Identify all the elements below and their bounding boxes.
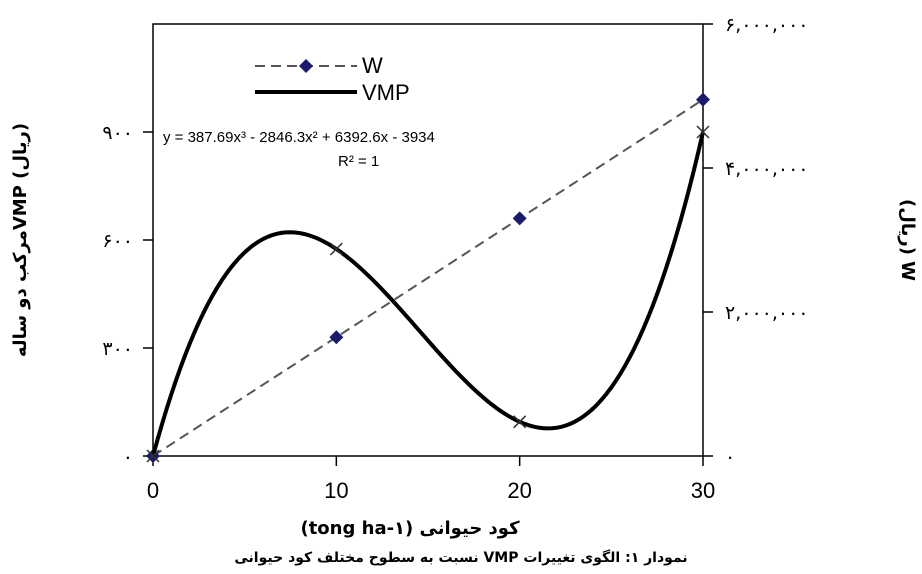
r-squared: R² = 1 (338, 153, 379, 170)
legend-w-label: W (362, 53, 383, 78)
y-left-axis-ticks: ۰ ۳۰۰ ۶۰۰ ۹۰۰ (102, 122, 153, 468)
x-axis-title: کود حیوانی (tong ha-۱) (300, 518, 520, 539)
series-w-point (329, 330, 344, 345)
plot-area (152, 23, 704, 457)
figure-caption: نمودار ۱: الگوی تغییرات VMP نسبت به سطوح… (234, 549, 687, 566)
y-left-tick-label: ۶۰۰ (102, 230, 133, 252)
y-left-tick-label: ۳۰۰ (102, 338, 133, 360)
fit-equation: y = 387.69x³ - 2846.3x² + 6392.6x - 3934 (163, 129, 435, 146)
y-right-tick-label: ۴,۰۰۰,۰۰۰ (725, 158, 809, 180)
series-vmp-point (513, 415, 527, 429)
x-tick-label: 20 (507, 478, 531, 503)
y-right-tick-label: ۰ (725, 446, 735, 468)
legend-vmp-label: VMP (362, 80, 410, 105)
series-layer (146, 92, 710, 463)
x-tick-label: 30 (691, 478, 715, 503)
y-right-axis-title: W (ریال) (897, 199, 918, 281)
y-left-axis-title: (ریال) VMPمرکب دو ساله (10, 123, 31, 357)
series-w-point (696, 92, 710, 107)
y-left-tick-label: ۹۰۰ (102, 122, 133, 144)
y-right-tick-label: ۲,۰۰۰,۰۰۰ (725, 302, 809, 324)
x-axis-ticks: 0 10 20 30 (147, 456, 715, 503)
x-tick-label: 0 (147, 478, 159, 503)
series-vmp-point (329, 242, 343, 256)
y-right-tick-label: ۶,۰۰۰,۰۰۰ (725, 14, 809, 36)
y-left-tick-label: ۰ (123, 446, 133, 468)
y-right-axis-ticks: ۰ ۲,۰۰۰,۰۰۰ ۴,۰۰۰,۰۰۰ ۶,۰۰۰,۰۰۰ (703, 14, 809, 468)
series-vmp-point (146, 449, 160, 463)
series-w-line (152, 98, 704, 457)
x-tick-label: 10 (324, 478, 348, 503)
series-vmp-point (696, 125, 710, 139)
series-w-point (512, 211, 527, 226)
legend: W VMP (255, 53, 410, 105)
legend-w-marker (299, 59, 313, 73)
series-vmp-line (151, 131, 705, 457)
